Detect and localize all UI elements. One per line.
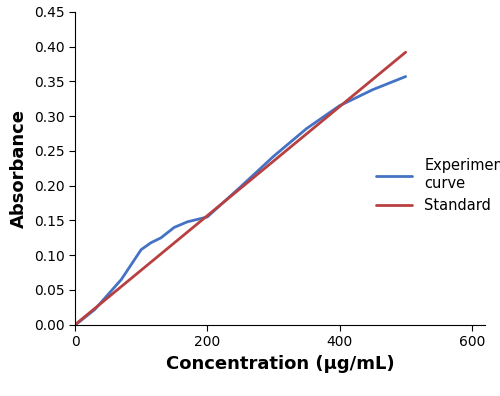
Legend: Experimental
curve, Standard: Experimental curve, Standard <box>370 152 500 219</box>
Experimental
curve <box>171 225 177 230</box>
Experimental
curve <box>238 185 244 189</box>
Experimental
curve <box>76 320 82 325</box>
Experimental
curve <box>270 154 276 159</box>
Y-axis label: Absorbance: Absorbance <box>10 109 29 228</box>
Experimental
curve <box>336 103 342 108</box>
Experimental
curve <box>304 126 310 131</box>
Line: Experimental
curve: Experimental curve <box>75 76 406 325</box>
Experimental
curve <box>204 215 210 219</box>
Experimental
curve <box>158 236 164 240</box>
Experimental
curve <box>92 307 98 312</box>
Experimental
curve <box>402 74 408 79</box>
Experimental
curve <box>118 277 124 282</box>
X-axis label: Concentration (μg/mL): Concentration (μg/mL) <box>166 355 394 373</box>
Experimental
curve <box>138 247 144 252</box>
Experimental
curve <box>184 219 190 224</box>
Experimental
curve <box>370 88 376 92</box>
Experimental
curve <box>72 322 78 327</box>
Experimental
curve <box>148 240 154 245</box>
